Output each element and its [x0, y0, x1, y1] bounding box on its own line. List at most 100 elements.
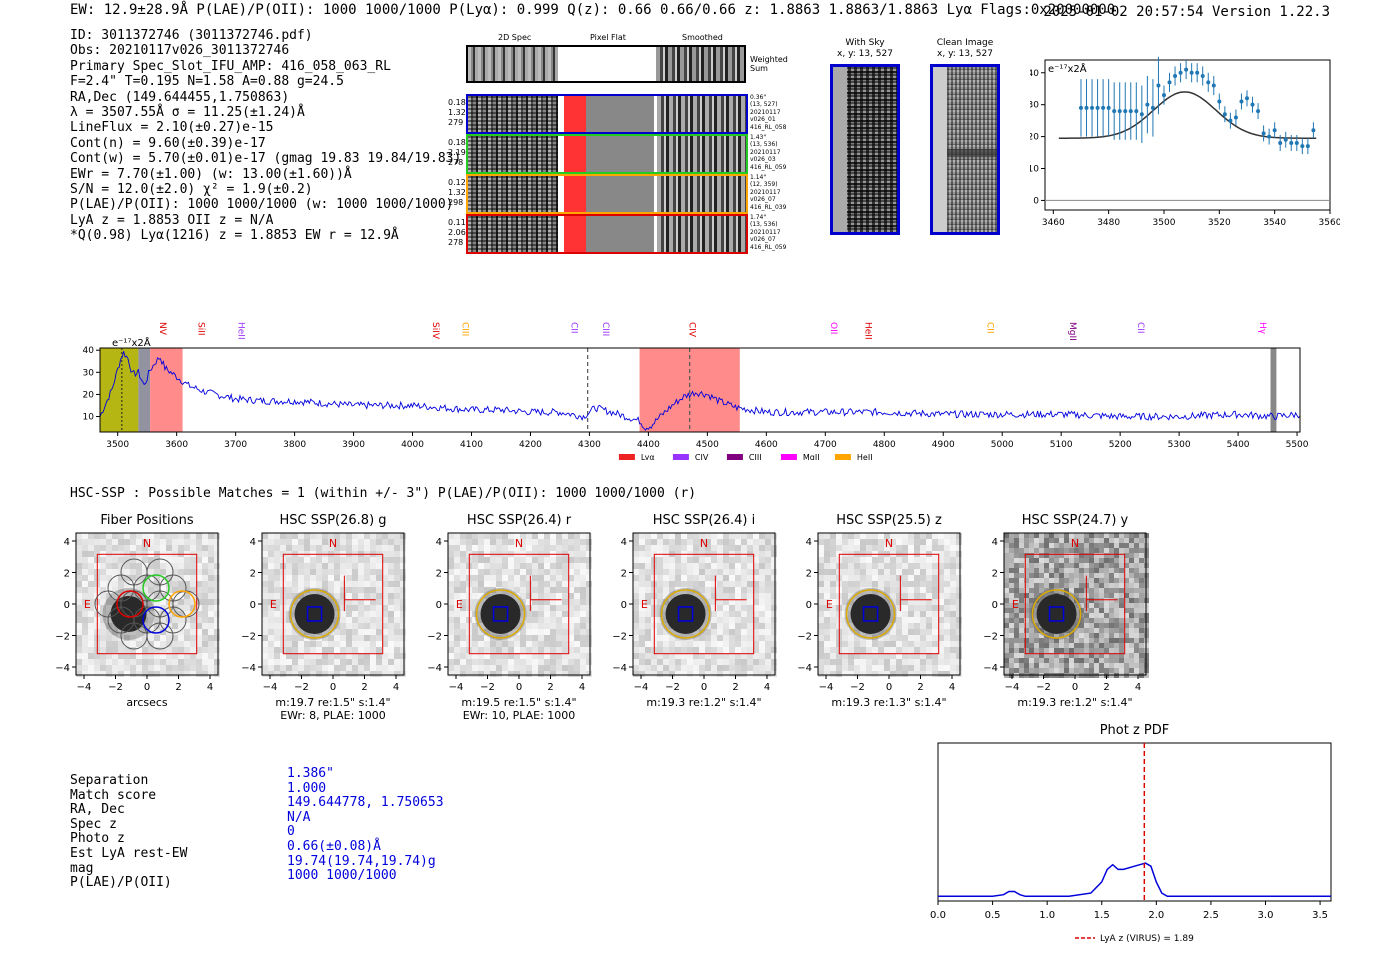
noise-pixel: [478, 563, 484, 569]
noise-pixel: [860, 671, 866, 677]
y-tick-label: 2: [992, 569, 998, 580]
noise-pixel: [1034, 593, 1039, 598]
noise-pixel: [1109, 568, 1114, 573]
noise-pixel: [526, 653, 532, 659]
noise-pixel: [274, 587, 280, 593]
noise-pixel: [1094, 573, 1099, 578]
noise-pixel: [1109, 613, 1114, 618]
noise-pixel: [352, 569, 358, 575]
noise-pixel: [848, 653, 854, 659]
data-point: [1101, 105, 1106, 110]
noise-pixel: [478, 587, 484, 593]
noise-pixel: [860, 581, 866, 587]
noise-pixel: [950, 539, 956, 545]
noise-pixel: [556, 629, 562, 635]
noise-pixel: [142, 533, 148, 539]
noise-pixel: [574, 581, 580, 587]
noise-pixel: [388, 587, 394, 593]
noise-pixel: [316, 641, 322, 647]
noise-pixel: [956, 605, 962, 611]
noise-pixel: [154, 545, 160, 551]
noise-pixel: [926, 557, 932, 563]
noise-pixel: [765, 653, 771, 659]
noise-pixel: [842, 647, 848, 653]
noise-pixel: [1059, 568, 1064, 573]
noise-pixel: [956, 551, 962, 557]
noise-pixel: [460, 557, 466, 563]
noise-pixel: [705, 641, 711, 647]
noise-pixel: [166, 665, 172, 671]
noise-pixel: [124, 533, 130, 539]
noise-pixel: [1089, 553, 1094, 558]
search-box: [1024, 553, 1126, 655]
panel-sub1: m:19.5 re:1.5" s:1.4": [461, 696, 577, 709]
noise-pixel: [514, 623, 520, 629]
noise-pixel: [693, 545, 699, 551]
row-stat-value: 1.32: [448, 108, 466, 117]
noise-pixel: [568, 665, 574, 671]
noise-pixel: [154, 659, 160, 665]
noise-pixel: [1044, 568, 1049, 573]
noise-pixel: [142, 599, 148, 605]
highlight-region: [150, 348, 183, 432]
noise-pixel: [544, 671, 550, 677]
noise-pixel: [932, 569, 938, 575]
noise-pixel: [328, 665, 334, 671]
noise-pixel: [884, 575, 890, 581]
noise-pixel: [184, 557, 190, 563]
noise-pixel: [328, 647, 334, 653]
info-line: *Q(0.98) Lyα(1216) z = 1.8853 EW r = 12.…: [70, 228, 399, 244]
noise-pixel: [1024, 593, 1029, 598]
noise-pixel: [514, 641, 520, 647]
noise-pixel: [818, 659, 824, 665]
noise-pixel: [944, 557, 950, 563]
noise-pixel: [154, 533, 160, 539]
noise-pixel: [1004, 628, 1009, 633]
noise-pixel: [735, 593, 741, 599]
noise-pixel: [1104, 643, 1109, 648]
noise-pixel: [920, 599, 926, 605]
x-tick-label: 2: [732, 682, 738, 693]
noise-pixel: [520, 617, 526, 623]
x-tick-label: 0: [701, 682, 707, 693]
noise-pixel: [472, 671, 478, 677]
noise-pixel: [1074, 578, 1079, 583]
noise-pixel: [310, 569, 316, 575]
noise-pixel: [538, 671, 544, 677]
noise-pixel: [920, 533, 926, 539]
noise-pixel: [1079, 538, 1084, 543]
noise-pixel: [717, 623, 723, 629]
noise-pixel: [914, 671, 920, 677]
noise-pixel: [699, 635, 705, 641]
noise-pixel: [1009, 643, 1014, 648]
noise-pixel: [400, 653, 406, 659]
noise-pixel: [1079, 543, 1084, 548]
noise-pixel: [1119, 623, 1124, 628]
noise-pixel: [1119, 648, 1124, 653]
noise-pixel: [370, 629, 376, 635]
legend-label: CIII: [749, 453, 762, 460]
source-halo: [1030, 587, 1083, 640]
noise-pixel: [717, 647, 723, 653]
x-tick-label: 5200: [1109, 440, 1132, 450]
y-tick-label: −2: [241, 632, 256, 643]
noise-pixel: [142, 587, 148, 593]
noise-pixel: [705, 647, 711, 653]
noise-pixel: [76, 635, 82, 641]
noise-pixel: [394, 659, 400, 665]
noise-pixel: [848, 635, 854, 641]
noise-pixel: [956, 659, 962, 665]
noise-pixel: [1049, 638, 1054, 643]
noise-pixel: [358, 665, 364, 671]
noise-pixel: [1119, 603, 1124, 608]
noise-pixel: [1094, 578, 1099, 583]
noise-pixel: [902, 533, 908, 539]
noise-pixel: [1139, 648, 1144, 653]
noise-pixel: [1089, 548, 1094, 553]
noise-pixel: [544, 599, 550, 605]
noise-pixel: [280, 539, 286, 545]
noise-pixel: [1069, 563, 1074, 568]
y-tick-label: 20: [83, 390, 95, 400]
noise-pixel: [860, 635, 866, 641]
noise-pixel: [292, 647, 298, 653]
